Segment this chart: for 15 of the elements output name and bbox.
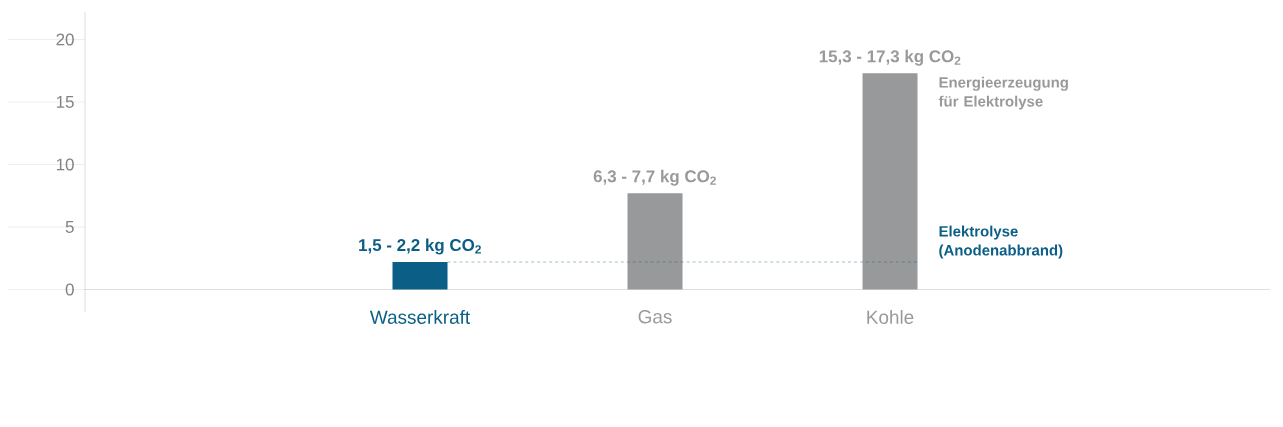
annotation: 15,3 - 17,3 kg CO$_{2}$ — [819, 49, 961, 66]
x-tick-label: Gas — [638, 310, 672, 324]
y-tick-label: 5 — [65, 221, 74, 233]
annotation: Energieerzeugung für Elektrolyse — [938, 76, 1068, 110]
y-tick-label: 15 — [56, 96, 74, 108]
y-tick-label: 0 — [65, 283, 74, 296]
y-tick-label: 20 — [56, 33, 74, 46]
bar — [627, 193, 683, 290]
x-tick-label: Kohle — [867, 310, 914, 324]
bar — [862, 73, 918, 290]
annotation: 6,3 - 7,7 kg CO$_{2}$ — [593, 169, 716, 186]
x-tick-label: Wasserkraft — [369, 310, 471, 324]
ref-line-label: Elektrolyse (Anodenabbrand) — [939, 225, 1063, 259]
y-tick-label: 10 — [56, 158, 74, 171]
annotation: 1,5 - 2,2 kg CO$_{2}$ — [359, 238, 481, 255]
